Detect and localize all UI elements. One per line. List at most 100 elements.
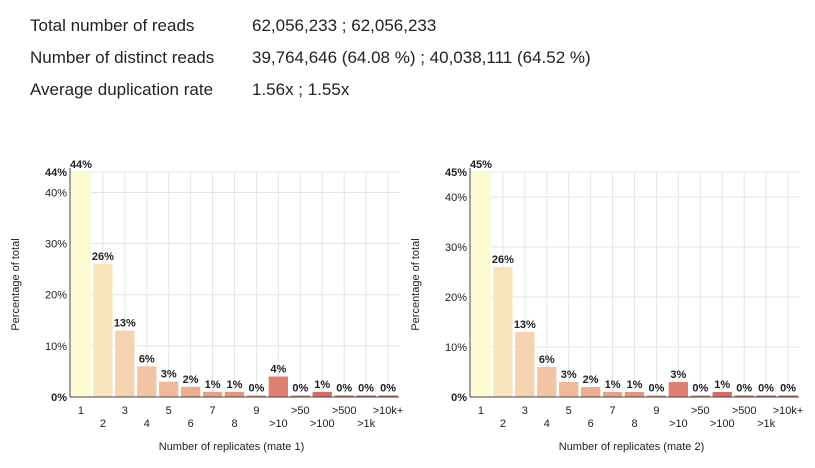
y-axis-label: Percentage of total	[10, 238, 22, 330]
x-axis-label: Number of replicates (mate 1)	[159, 441, 305, 453]
data-label: 1%	[227, 379, 243, 391]
duplication-chart-mate-2: 0% 10% 20% 30% 40% 45%45% 1 26% 2 13% 3 6% 4 3% 5 2% 6 1%…	[410, 159, 804, 453]
bar	[159, 381, 179, 397]
bar	[137, 366, 157, 397]
bar	[559, 382, 579, 397]
data-label: 0%	[736, 383, 752, 395]
x-tick-label: 5	[166, 405, 172, 417]
bar	[515, 332, 535, 397]
x-tick-label: >100	[710, 418, 735, 430]
data-label: 0%	[692, 383, 708, 395]
x-tick-label: 1	[78, 405, 84, 417]
x-tick-label: 9	[253, 405, 259, 417]
stat-value: 62,056,233 ; 62,056,233	[252, 16, 437, 35]
stat-label: Number of distinct reads	[30, 48, 215, 67]
bar	[602, 392, 623, 397]
x-tick-label: 2	[500, 418, 506, 430]
stat-row-distinct-reads: Number of distinct reads 39,764,646 (64.…	[30, 42, 591, 74]
x-tick-label: >50	[291, 405, 310, 417]
y-tick-label: 0%	[451, 392, 467, 404]
stat-row-total-reads: Total number of reads 62,056,233 ; 62,05…	[30, 10, 591, 42]
bar	[71, 172, 91, 397]
bar	[290, 395, 310, 397]
x-tick-label: 3	[522, 405, 528, 417]
bar	[246, 395, 267, 397]
x-tick-label: 7	[610, 405, 616, 417]
bar	[624, 392, 645, 397]
data-label: 3%	[561, 369, 577, 381]
x-tick-label: 3	[122, 405, 128, 417]
y-tick-label: 40%	[445, 192, 467, 204]
data-label: 6%	[139, 353, 155, 365]
y-tick-label: 20%	[445, 292, 467, 304]
stat-row-duplication-rate: Average duplication rate 1.56x ; 1.55x	[30, 74, 591, 106]
data-label: 26%	[92, 251, 114, 263]
bar	[493, 267, 513, 397]
bar	[712, 392, 732, 397]
data-label: 3%	[670, 369, 686, 381]
y-tick-label: 10%	[445, 342, 467, 354]
x-tick-label: 2	[100, 418, 106, 430]
data-label: 0%	[648, 383, 664, 395]
data-label: 2%	[183, 374, 199, 386]
data-label: 0%	[780, 383, 796, 395]
bar	[471, 172, 491, 397]
y-tick-label: 30%	[445, 242, 467, 254]
x-tick-label: >500	[332, 405, 357, 417]
data-label: 0%	[758, 383, 774, 395]
bar	[202, 391, 223, 397]
x-tick-label: >50	[691, 405, 710, 417]
y-tick-label: 40%	[45, 187, 67, 199]
bar	[537, 367, 557, 397]
stat-label: Average duplication rate	[30, 80, 214, 99]
y-tick-label: 20%	[45, 290, 67, 302]
x-axis-label: Number of replicates (mate 2)	[559, 441, 705, 453]
y-tick-label: 0%	[51, 392, 67, 404]
data-label: 1%	[714, 379, 730, 391]
bar	[580, 387, 601, 397]
bar	[646, 395, 667, 397]
bar	[756, 395, 776, 397]
data-label: 4%	[270, 364, 286, 376]
bar	[312, 391, 332, 397]
y-tick-label: 10%	[45, 341, 67, 353]
bar	[224, 391, 245, 397]
bar	[180, 386, 201, 397]
x-tick-label: 8	[631, 418, 637, 430]
data-label: 1%	[205, 379, 221, 391]
y-tick-label: 44%	[45, 167, 67, 179]
data-label: 0%	[336, 383, 352, 395]
x-tick-label: 7	[210, 405, 216, 417]
stat-label: Total number of reads	[30, 16, 195, 35]
data-label: 44%	[70, 159, 92, 171]
stat-value: 39,764,646 (64.08 %) ; 40,038,111 (64.52…	[252, 48, 591, 67]
x-tick-label: >10k+	[373, 405, 404, 417]
x-tick-label: 5	[566, 405, 572, 417]
bar	[268, 376, 289, 397]
data-label: 1%	[605, 379, 621, 391]
x-tick-label: >10	[269, 418, 288, 430]
data-label: 0%	[380, 383, 396, 395]
x-tick-label: >10k+	[773, 405, 804, 417]
data-label: 1%	[314, 379, 330, 391]
x-tick-label: 9	[653, 405, 659, 417]
x-tick-label: >10	[669, 418, 688, 430]
bar	[690, 395, 710, 397]
data-label: 0%	[358, 383, 374, 395]
stat-value: 1.56x ; 1.55x	[252, 80, 350, 99]
data-label: 2%	[583, 374, 599, 386]
bar	[115, 330, 135, 397]
bar	[668, 382, 689, 397]
data-label: 13%	[514, 319, 536, 331]
y-tick-label: 45%	[445, 167, 467, 179]
x-tick-label: 4	[544, 418, 550, 430]
bar	[378, 395, 398, 397]
bar	[334, 395, 354, 397]
x-tick-label: 4	[144, 418, 150, 430]
bar	[93, 264, 113, 397]
data-label: 3%	[161, 369, 177, 381]
x-tick-label: >1k	[357, 418, 376, 430]
bar	[778, 395, 798, 397]
data-label: 45%	[470, 159, 492, 171]
x-tick-label: 1	[478, 405, 484, 417]
